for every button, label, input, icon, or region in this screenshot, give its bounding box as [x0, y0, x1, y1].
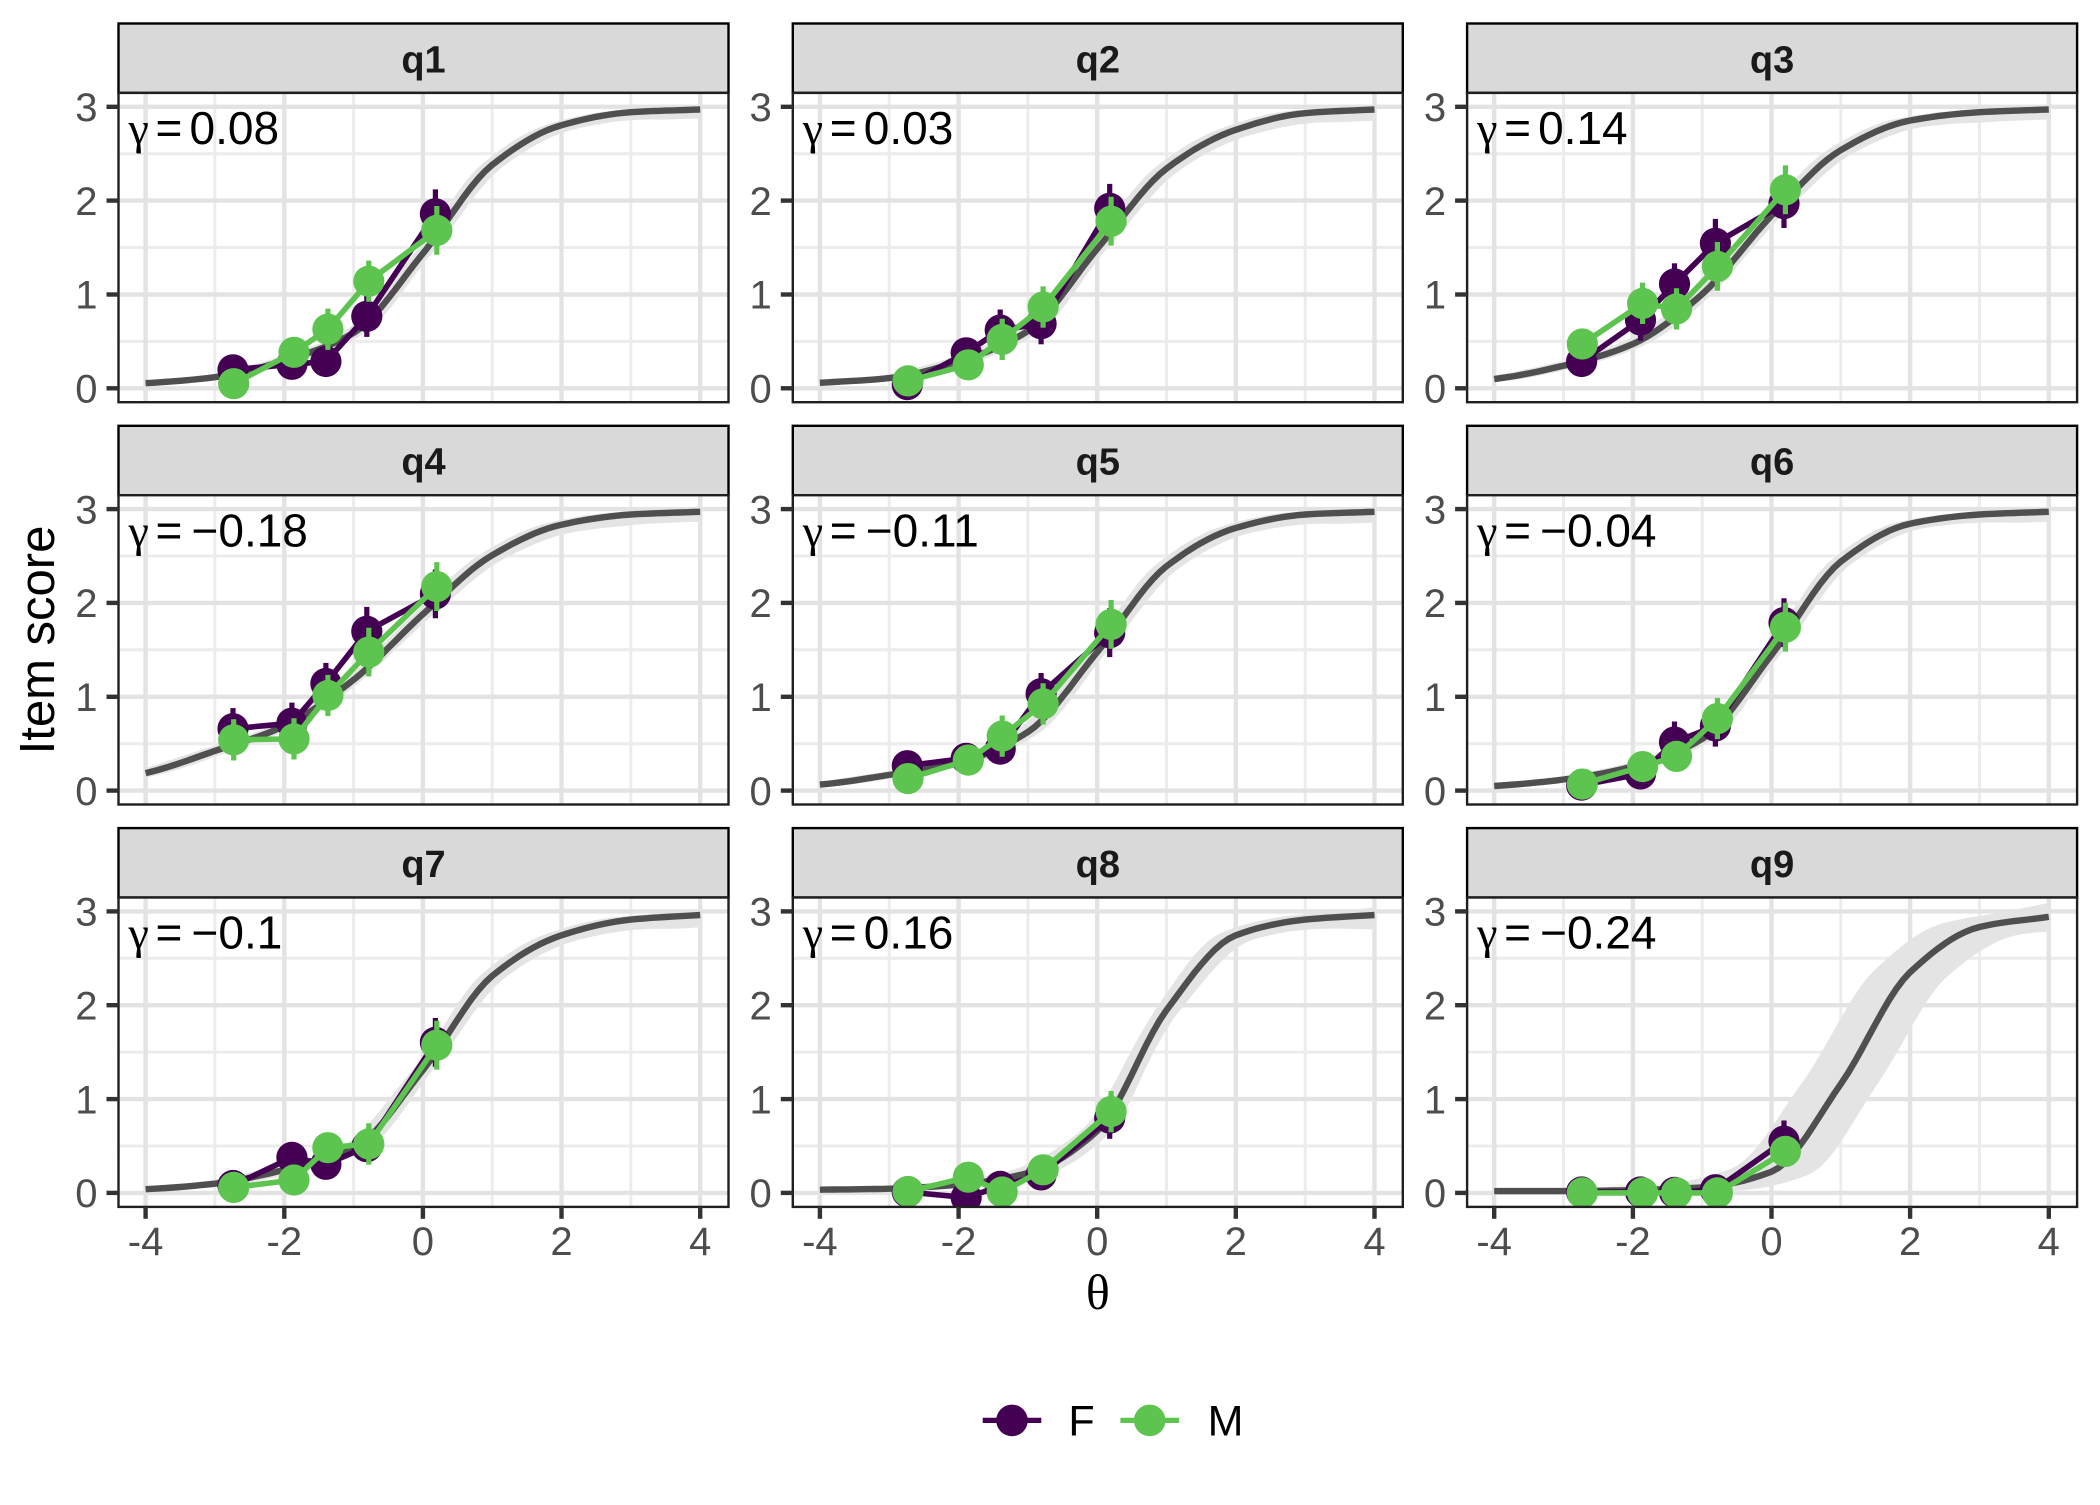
svg-text:q2: q2	[1076, 39, 1120, 81]
svg-text:2: 2	[750, 180, 772, 224]
svg-text:3: 3	[750, 488, 772, 532]
svg-text:3: 3	[750, 891, 772, 935]
svg-text:4: 4	[2038, 1220, 2060, 1264]
svg-text:1: 1	[1424, 274, 1446, 318]
svg-text:2: 2	[750, 582, 772, 626]
svg-text:4: 4	[689, 1220, 711, 1264]
svg-text:0: 0	[1760, 1220, 1782, 1264]
svg-text:q1: q1	[401, 39, 445, 81]
svg-text:γ=−0.11: γ = −0.11	[802, 504, 979, 556]
svg-text:γ=−0.1: γ = −0.1	[128, 907, 283, 959]
svg-text:1: 1	[1424, 676, 1446, 720]
svg-text:q6: q6	[1750, 442, 1794, 484]
svg-text:2: 2	[1424, 582, 1446, 626]
svg-text:0: 0	[1086, 1220, 1108, 1264]
svg-text:3: 3	[75, 891, 97, 935]
svg-text:4: 4	[1363, 1220, 1385, 1264]
svg-text:0: 0	[1424, 770, 1446, 814]
svg-text:M: M	[1208, 1398, 1244, 1446]
svg-text:γ=0.14: γ = 0.14	[1476, 102, 1628, 154]
svg-text:2: 2	[1424, 180, 1446, 224]
svg-text:3: 3	[75, 488, 97, 532]
svg-text:-4: -4	[802, 1220, 838, 1264]
svg-text:γ=0.16: γ = 0.16	[802, 907, 954, 959]
svg-text:2: 2	[1899, 1220, 1921, 1264]
svg-text:0: 0	[75, 770, 97, 814]
svg-text:0: 0	[75, 368, 97, 412]
svg-text:2: 2	[1225, 1220, 1247, 1264]
svg-text:1: 1	[75, 1078, 97, 1122]
svg-text:-2: -2	[941, 1220, 977, 1264]
svg-text:F: F	[1068, 1398, 1094, 1446]
svg-text:0: 0	[750, 1172, 772, 1216]
svg-text:2: 2	[75, 582, 97, 626]
svg-text:q7: q7	[401, 844, 445, 886]
svg-text:2: 2	[1424, 984, 1446, 1028]
svg-text:1: 1	[750, 676, 772, 720]
svg-text:1: 1	[750, 1078, 772, 1122]
svg-text:1: 1	[75, 274, 97, 318]
svg-text:γ=0.08: γ = 0.08	[128, 102, 280, 154]
svg-text:1: 1	[1424, 1078, 1446, 1122]
svg-text:3: 3	[1424, 891, 1446, 935]
svg-text:0: 0	[750, 770, 772, 814]
svg-text:2: 2	[550, 1220, 572, 1264]
svg-text:γ=−0.24: γ = −0.24	[1476, 907, 1656, 959]
svg-text:q9: q9	[1750, 844, 1794, 886]
svg-text:3: 3	[750, 86, 772, 130]
svg-text:-2: -2	[1615, 1220, 1651, 1264]
svg-text:2: 2	[750, 984, 772, 1028]
svg-text:q4: q4	[401, 442, 445, 484]
svg-text:0: 0	[412, 1220, 434, 1264]
svg-text:q5: q5	[1076, 442, 1120, 484]
svg-text:q8: q8	[1076, 844, 1120, 886]
svg-text:0: 0	[1424, 368, 1446, 412]
svg-text:γ=−0.04: γ = −0.04	[1476, 504, 1656, 556]
svg-text:3: 3	[1424, 86, 1446, 130]
svg-text:1: 1	[75, 676, 97, 720]
svg-text:2: 2	[75, 984, 97, 1028]
svg-text:γ=0.03: γ = 0.03	[802, 102, 954, 154]
svg-text:0: 0	[1424, 1172, 1446, 1216]
svg-text:-2: -2	[267, 1220, 303, 1264]
svg-text:3: 3	[75, 86, 97, 130]
svg-text:Item score: Item score	[11, 526, 65, 755]
svg-text:γ=−0.18: γ = −0.18	[128, 504, 308, 556]
svg-text:-4: -4	[1476, 1220, 1512, 1264]
svg-text:3: 3	[1424, 488, 1446, 532]
svg-text:1: 1	[750, 274, 772, 318]
svg-text:-4: -4	[128, 1220, 164, 1264]
svg-text:0: 0	[750, 368, 772, 412]
svg-text:2: 2	[75, 180, 97, 224]
svg-text:θ: θ	[1086, 1264, 1110, 1320]
svg-text:q3: q3	[1750, 39, 1794, 81]
svg-text:0: 0	[75, 1172, 97, 1216]
